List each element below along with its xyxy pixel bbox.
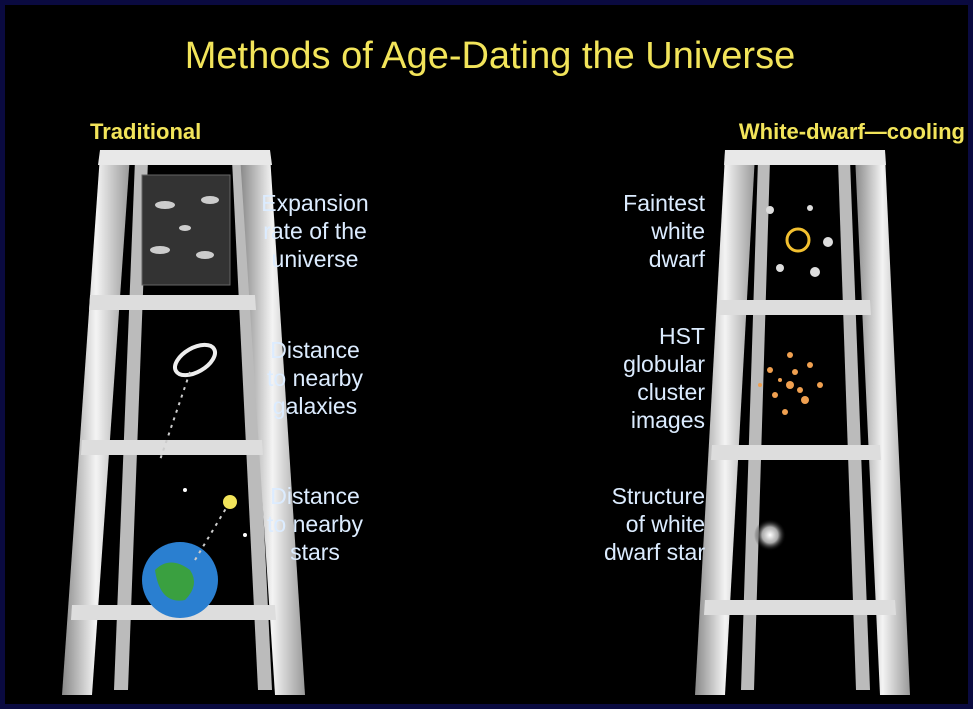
- item-label: HST: [659, 323, 705, 349]
- column-heading: Traditional: [90, 119, 201, 144]
- white-dwarf-image: [754, 519, 786, 551]
- item-label: Expansion: [261, 190, 368, 216]
- item-label: dwarf star: [604, 539, 705, 565]
- item-label: Distance: [270, 337, 359, 363]
- item-label: to nearby: [267, 511, 363, 537]
- item-label: galaxies: [273, 393, 357, 419]
- item-label: of white: [626, 511, 705, 537]
- item-label: universe: [272, 246, 359, 272]
- item-label: globular: [623, 351, 705, 377]
- item-label: Distance: [270, 483, 359, 509]
- item-label: dwarf: [649, 246, 706, 272]
- item-label: white: [650, 218, 705, 244]
- column-heading: White-dwarf—cooling: [739, 119, 965, 144]
- diagram: Methods of Age-Dating the Universe Tradi…: [0, 0, 973, 709]
- item-label: to nearby: [267, 365, 363, 391]
- expansion-image: [142, 175, 230, 285]
- item-label: stars: [290, 539, 340, 565]
- page: {"title": "Methods of Age-Dating the Uni…: [0, 0, 973, 709]
- item-label: cluster: [637, 379, 705, 405]
- item-label: Structure: [612, 483, 705, 509]
- title: Methods of Age-Dating the Universe: [185, 35, 795, 77]
- item-label: rate of the: [263, 218, 367, 244]
- item-label: Faintest: [623, 190, 705, 216]
- item-label: images: [631, 407, 705, 433]
